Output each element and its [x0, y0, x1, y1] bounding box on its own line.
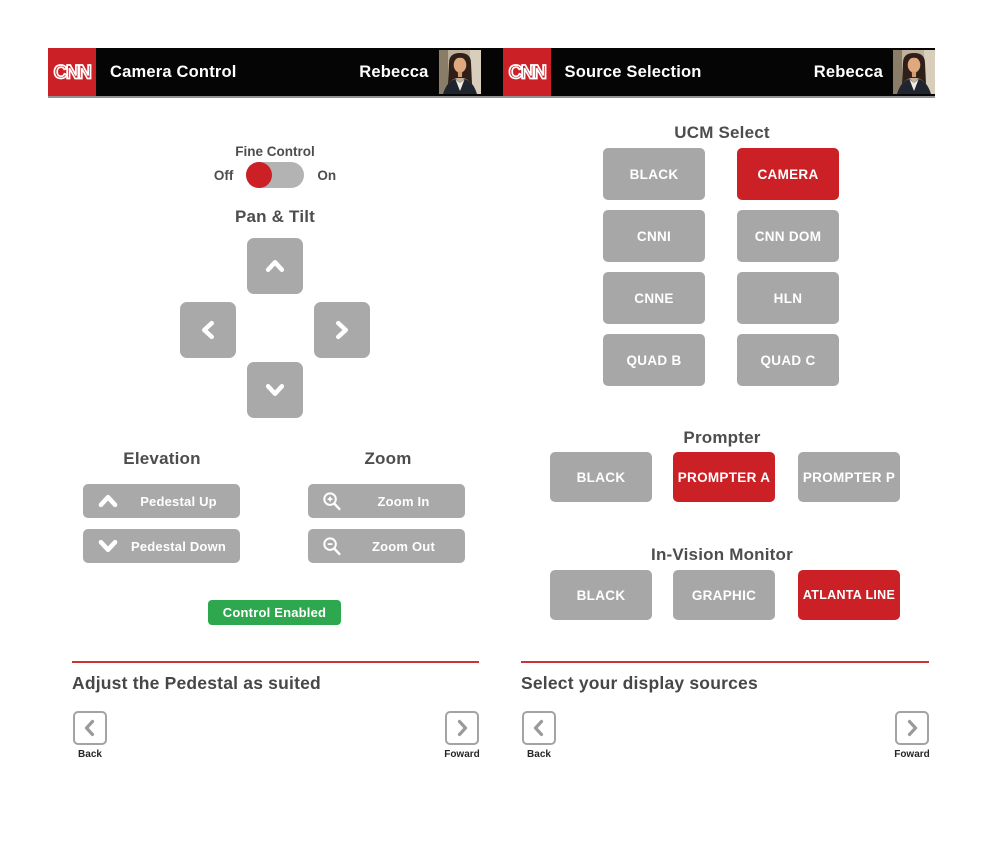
- cnn-logo-icon: CNN: [502, 48, 551, 96]
- ucm-button-cnne[interactable]: CNNE: [603, 272, 705, 324]
- button-label: CAMERA: [757, 166, 819, 182]
- fine-control-label: Fine Control: [235, 144, 315, 159]
- button-label: ATLANTA LINE: [802, 588, 896, 602]
- chevron-down-icon: [95, 533, 129, 559]
- button-label: PROMPTER P: [802, 469, 896, 485]
- user-name: Rebecca: [813, 62, 883, 81]
- cnn-logo-icon: CNN: [48, 48, 96, 96]
- ucm-button-cnni[interactable]: CNNI: [603, 210, 705, 262]
- instruction-text: Adjust the Pedestal as suited: [72, 673, 321, 693]
- prompter-button-p[interactable]: PROMPTER P: [798, 452, 900, 502]
- forward-label: Foward: [894, 749, 930, 760]
- chevron-up-icon: [95, 488, 129, 514]
- zoom-in-button[interactable]: Zoom In: [308, 484, 465, 518]
- camera-control-header: CNN Camera Control Rebecca: [48, 48, 494, 96]
- zoom-in-icon: [320, 490, 354, 513]
- cnn-logo: CNN: [502, 48, 551, 96]
- header-strip: CNN Camera Control Rebecca: [48, 48, 935, 98]
- toggle-knob[interactable]: [246, 162, 273, 188]
- ucm-button-hln[interactable]: HLN: [737, 272, 839, 324]
- invision-button-atlanta-line[interactable]: ATLANTA LINE: [798, 570, 900, 620]
- zoom-out-icon: [320, 535, 354, 558]
- chevron-left-icon: [202, 320, 214, 340]
- chevron-right-icon: [336, 320, 348, 340]
- button-label: BLACK: [576, 587, 626, 603]
- chevron-up-icon: [265, 260, 285, 272]
- pedestal-down-button[interactable]: Pedestal Down: [83, 529, 240, 563]
- pan-up-button[interactable]: [247, 238, 303, 294]
- button-label: HLN: [773, 290, 803, 306]
- button-label: BLACK: [576, 469, 626, 485]
- pan-left-button[interactable]: [180, 302, 236, 358]
- ucm-button-black[interactable]: BLACK: [603, 148, 705, 200]
- prompter-heading: Prompter: [683, 428, 761, 447]
- button-label: CNNE: [634, 290, 674, 306]
- page-title: Camera Control: [110, 62, 237, 81]
- control-enabled-button[interactable]: Control Enabled: [208, 600, 341, 625]
- user-avatar: [893, 50, 935, 94]
- button-label: QUAD C: [760, 352, 816, 368]
- back-label: Back: [78, 749, 102, 760]
- pedestal-up-label: Pedestal Up: [140, 493, 217, 509]
- user-avatar: [438, 50, 481, 94]
- invision-monitor-heading: In-Vision Monitor: [651, 545, 793, 564]
- back-button[interactable]: [522, 711, 556, 745]
- toggle-on-label: On: [317, 167, 337, 183]
- page-title: Source Selection: [564, 62, 702, 81]
- zoom-out-button[interactable]: Zoom Out: [308, 529, 465, 563]
- zoom-heading: Zoom: [364, 449, 412, 468]
- ucm-button-cnn-dom[interactable]: CNN DOM: [737, 210, 839, 262]
- back-label: Back: [527, 749, 551, 760]
- invision-button-graphic[interactable]: GRAPHIC: [673, 570, 775, 620]
- fine-control-toggle-row: Off On: [155, 160, 395, 190]
- button-label: BLACK: [629, 166, 679, 182]
- toggle-off-label: Off: [213, 167, 234, 183]
- divider: [72, 661, 479, 663]
- pan-down-button[interactable]: [247, 362, 303, 418]
- ucm-button-quad-c[interactable]: QUAD C: [737, 334, 839, 386]
- instruction-text: Select your display sources: [521, 673, 758, 693]
- elevation-heading: Elevation: [123, 449, 201, 468]
- button-label: GRAPHIC: [691, 587, 757, 603]
- forward-icon: [457, 719, 468, 737]
- zoom-out-label: Zoom Out: [372, 538, 435, 554]
- back-button[interactable]: [73, 711, 107, 745]
- divider: [521, 661, 929, 663]
- forward-label: Foward: [444, 749, 480, 760]
- svg-text:CNN: CNN: [54, 63, 91, 84]
- ucm-select-heading: UCM Select: [674, 123, 770, 142]
- ucm-button-quad-b[interactable]: QUAD B: [603, 334, 705, 386]
- svg-text:CNN: CNN: [508, 63, 545, 84]
- source-selection-header: CNN Source Selection Rebecca: [494, 48, 935, 96]
- button-label: CNN DOM: [754, 228, 822, 244]
- invision-button-black[interactable]: BLACK: [550, 570, 652, 620]
- forward-button[interactable]: [445, 711, 479, 745]
- cnn-logo: CNN: [48, 48, 96, 96]
- button-label: QUAD B: [626, 352, 682, 368]
- forward-button[interactable]: [895, 711, 929, 745]
- fine-control-toggle[interactable]: [246, 162, 305, 188]
- button-label: CNNI: [636, 228, 672, 244]
- pan-right-button[interactable]: [314, 302, 370, 358]
- ucm-button-camera[interactable]: CAMERA: [737, 148, 839, 200]
- pedestal-up-button[interactable]: Pedestal Up: [83, 484, 240, 518]
- prompter-button-black[interactable]: BLACK: [550, 452, 652, 502]
- button-label: PROMPTER A: [677, 469, 771, 485]
- user-name: Rebecca: [359, 62, 429, 81]
- prompter-button-a[interactable]: PROMPTER A: [673, 452, 775, 502]
- chevron-down-icon: [265, 384, 285, 396]
- zoom-in-label: Zoom In: [377, 493, 430, 509]
- pan-tilt-heading: Pan & Tilt: [234, 207, 316, 226]
- forward-icon: [907, 719, 918, 737]
- back-icon: [533, 719, 544, 737]
- pedestal-down-label: Pedestal Down: [130, 538, 227, 554]
- back-icon: [84, 719, 95, 737]
